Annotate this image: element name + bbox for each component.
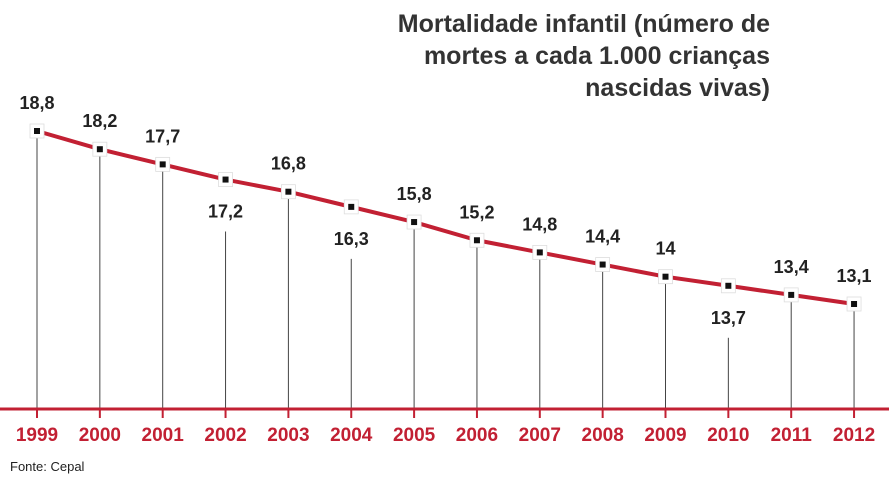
x-tick-label: 2004 [330,425,373,446]
data-point [470,233,484,247]
data-label: 17,2 [208,202,243,222]
data-point [407,215,421,229]
source-note: Fonte: Cepal [10,459,84,474]
data-label: 15,2 [459,202,494,222]
chart: Mortalidade infantil (número de mortes a … [0,0,889,500]
data-point [847,297,861,311]
x-tick-label: 2010 [707,425,749,446]
chart-title: Mortalidade infantil (número de mortes a … [398,10,770,102]
x-tick-label: 2005 [393,425,436,446]
data-point [344,200,358,214]
data-label: 16,8 [271,154,306,174]
chart-svg: Mortalidade infantil (número de mortes a … [0,0,889,500]
data-point [93,142,107,156]
data-label: 13,7 [711,308,746,328]
data-label: 18,2 [82,111,117,131]
data-label: 16,3 [334,229,369,249]
data-label: 14,4 [585,227,620,247]
drop-lines [37,138,854,409]
chart-title-line: Mortalidade infantil (número de [398,10,770,38]
data-point [659,270,673,284]
data-point [156,157,170,171]
data-label: 13,4 [774,257,809,277]
x-tick-label: 1999 [16,425,58,446]
data-point [281,185,295,199]
data-label: 15,8 [397,184,432,204]
x-tick-label: 2007 [519,425,561,446]
x-tick-label: 2001 [142,425,185,446]
data-label: 14,8 [522,214,557,234]
data-label: 18,8 [19,93,54,113]
data-label: 17,7 [145,126,180,146]
data-labels: 18,8 18,2 17,7 17,2 16,8 16,3 15,8 15,2 14,8 14,4… [19,93,871,328]
x-tick-label: 2006 [456,425,498,446]
data-point [784,288,798,302]
data-point [219,173,233,187]
x-tick-label: 2011 [771,425,813,446]
x-tick-label: 2003 [267,425,309,446]
data-point [30,124,44,138]
x-tick-label: 2008 [582,425,624,446]
data-point [533,245,547,259]
data-point [596,258,610,272]
data-label: 14 [655,239,675,259]
x-tick-label: 2000 [79,425,121,446]
x-tick-label: 2002 [204,425,246,446]
data-markers [30,124,861,311]
data-label: 13,1 [837,266,872,286]
data-point [721,279,735,293]
series-line [37,131,854,304]
x-tick-label: 2012 [833,425,875,446]
chart-title-line: nascidas vivas) [585,74,770,102]
x-tick-labels: 1999 2000 2001 2002 2003 2004 2005 2006 2007 2008… [16,425,875,446]
x-tick-label: 2009 [644,425,686,446]
chart-title-line: mortes a cada 1.000 crianças [424,42,770,70]
